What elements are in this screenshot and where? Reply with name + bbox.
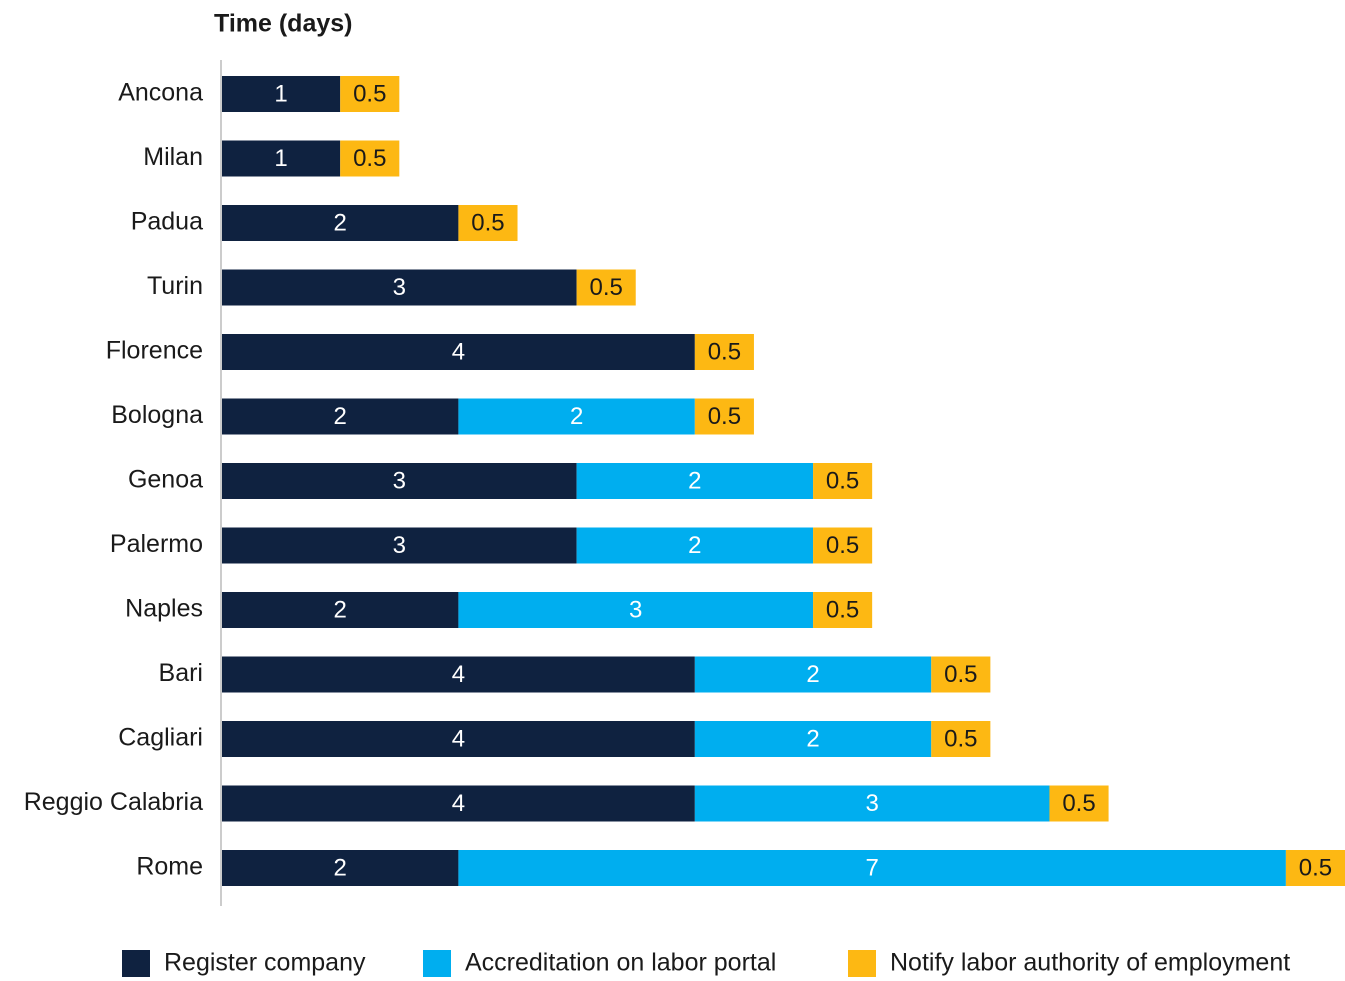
bar-segment [222,269,577,306]
bar-segment [1285,850,1345,886]
data-label: 3 [393,532,406,559]
legend-label: Register company [164,949,366,977]
data-label: 2 [806,725,819,752]
bar-segment [813,592,873,628]
bar-segment [222,76,341,112]
bar-segment [694,398,754,435]
bar-segment [931,721,991,757]
y-tick-label: Genoa [128,466,203,494]
data-label: 1 [274,80,287,107]
y-tick-label: Florence [106,337,203,365]
legend-label: Accreditation on labor portal [465,949,776,977]
data-label: 0.5 [589,274,622,301]
data-label: 2 [688,467,701,494]
bar-segment [458,205,518,241]
data-label: 3 [393,467,406,494]
data-label: 2 [334,209,347,236]
bar-segment [576,463,814,499]
bar-segment [694,334,754,370]
bar-segment [222,527,577,564]
legend-label: Notify labor authority of employment [890,949,1290,977]
data-label: 0.5 [826,467,859,494]
data-label: 0.5 [708,338,741,365]
bar-segment [222,721,695,757]
bar-segment [222,656,695,693]
y-tick-label: Milan [143,143,203,171]
bar-segment [931,656,991,693]
bar-segment [694,785,1050,822]
data-label: 0.5 [826,532,859,559]
data-label: 3 [629,596,642,623]
data-label: 1 [274,145,287,172]
y-tick-label: Padua [131,208,203,236]
data-label: 0.5 [1299,854,1332,881]
bar-segment [813,463,873,499]
data-label: 0.5 [944,661,977,688]
bar-segment [458,398,695,435]
data-label: 4 [452,661,465,688]
bar-segment [576,269,636,306]
bar-segment [1049,785,1109,822]
data-label: 3 [393,274,406,301]
data-label: 0.5 [471,209,504,236]
bar-segment [340,76,400,112]
y-tick-label: Ancona [118,79,203,107]
bar-segment [222,398,459,435]
bar-segment [576,527,814,564]
bar-segment [340,140,400,177]
data-label: 0.5 [944,725,977,752]
data-label: 0.5 [708,403,741,430]
legend-swatch [423,950,451,977]
bar-segment [222,205,459,241]
y-tick-label: Bologna [111,401,203,429]
data-label: 0.5 [826,596,859,623]
y-tick-label: Reggio Calabria [24,788,203,816]
bar-segment [458,592,814,628]
data-label: 2 [334,403,347,430]
data-label: 0.5 [353,145,386,172]
data-label: 2 [334,854,347,881]
bar-segment [813,527,873,564]
bar-segment [222,850,459,886]
y-tick-label: Rome [136,853,203,881]
data-label: 2 [806,661,819,688]
bar-segment [694,721,932,757]
bar-segment [694,656,932,693]
data-label: 3 [865,790,878,817]
bar-segment [222,463,577,499]
bar-segment [222,592,459,628]
bar-segment [222,785,695,822]
data-label: 0.5 [353,80,386,107]
y-tick-label: Turin [147,272,203,300]
data-label: 4 [452,338,465,365]
data-label: 0.5 [1062,790,1095,817]
y-tick-label: Naples [125,595,203,623]
data-label: 2 [688,532,701,559]
data-label: 4 [452,790,465,817]
legend-swatch [122,950,150,977]
legend-swatch [848,950,876,977]
y-tick-label: Bari [159,659,203,687]
bar-segment [222,334,695,370]
y-tick-label: Palermo [110,530,203,558]
data-label: 2 [334,596,347,623]
y-tick-label: Cagliari [118,724,203,752]
data-label: 4 [452,725,465,752]
data-label: 7 [865,854,878,881]
data-label: 2 [570,403,583,430]
bar-segment [458,850,1286,886]
chart-title: Time (days) [214,10,352,38]
bar-segment [222,140,341,177]
